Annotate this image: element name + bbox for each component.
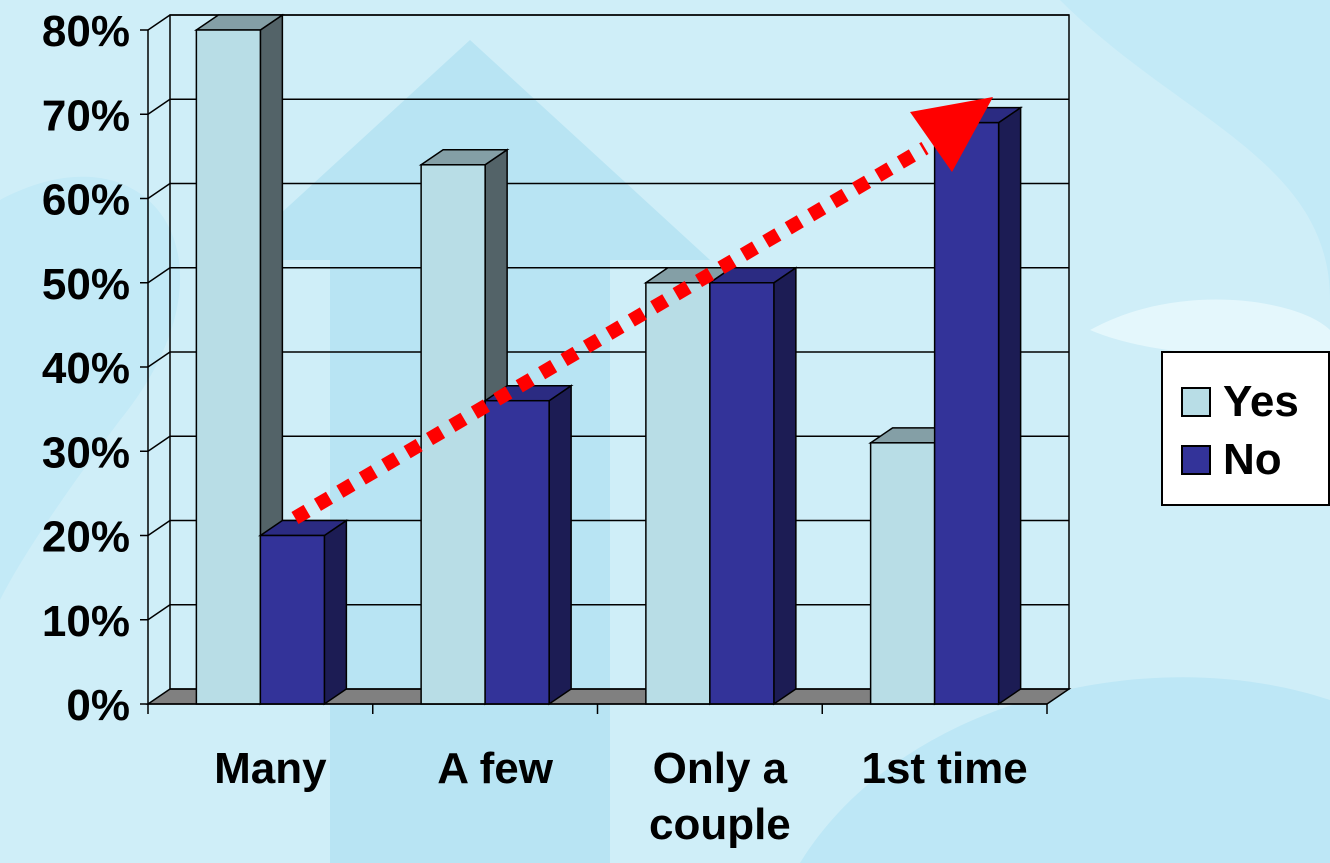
trend-arrow-head — [910, 97, 993, 172]
x-category-label: Only a — [653, 744, 788, 793]
y-tick-label: 20% — [42, 513, 130, 562]
y-tick-label: 60% — [42, 176, 130, 225]
legend-item-no: No — [1181, 435, 1282, 485]
gridline-side — [147, 14, 171, 31]
y-tick-label: 50% — [42, 260, 130, 309]
gridline-side — [147, 604, 171, 621]
bar-no-3 — [932, 106, 1024, 706]
legend-label-yes: Yes — [1223, 377, 1299, 426]
legend-label-no: No — [1223, 435, 1282, 484]
x-category-label: Many — [214, 744, 327, 793]
bar-side — [997, 106, 1022, 706]
y-tick-label: 80% — [42, 7, 130, 56]
gridline-side — [147, 435, 171, 452]
gridline-side — [147, 519, 171, 537]
bar-no-2 — [707, 266, 799, 706]
gridline-side — [147, 351, 171, 368]
bar-front — [195, 29, 262, 705]
gridline-side — [147, 182, 171, 200]
x-category-label: couple — [649, 800, 791, 849]
x-category-label: A few — [437, 744, 553, 793]
y-tick-label: 40% — [42, 344, 130, 393]
y-tick-label: 30% — [42, 428, 130, 477]
legend-swatch-yes — [1181, 387, 1211, 417]
bar-front — [645, 282, 711, 705]
bar-side — [323, 519, 348, 706]
bar-front — [709, 282, 775, 705]
gridline-side — [147, 267, 171, 284]
gridline-side — [147, 98, 171, 115]
bar-front — [259, 534, 326, 705]
y-tick-label: 10% — [42, 597, 130, 646]
bar-side — [548, 384, 572, 706]
y-tick-label: 70% — [42, 91, 130, 140]
trend-arrow-line — [291, 141, 929, 525]
x-category-label: 1st time — [861, 744, 1027, 793]
y-tick-label: 0% — [66, 681, 130, 730]
bar-side — [773, 266, 797, 706]
bar-front — [869, 442, 936, 705]
bar-no-0 — [257, 519, 349, 706]
bar-front — [484, 399, 550, 705]
bar-no-1 — [482, 384, 574, 706]
bar-front — [933, 121, 1000, 705]
bar-yes-0 — [193, 13, 285, 706]
legend-item-yes: Yes — [1181, 377, 1299, 427]
legend-swatch-no — [1181, 445, 1211, 475]
legend: Yes No — [1161, 351, 1330, 506]
